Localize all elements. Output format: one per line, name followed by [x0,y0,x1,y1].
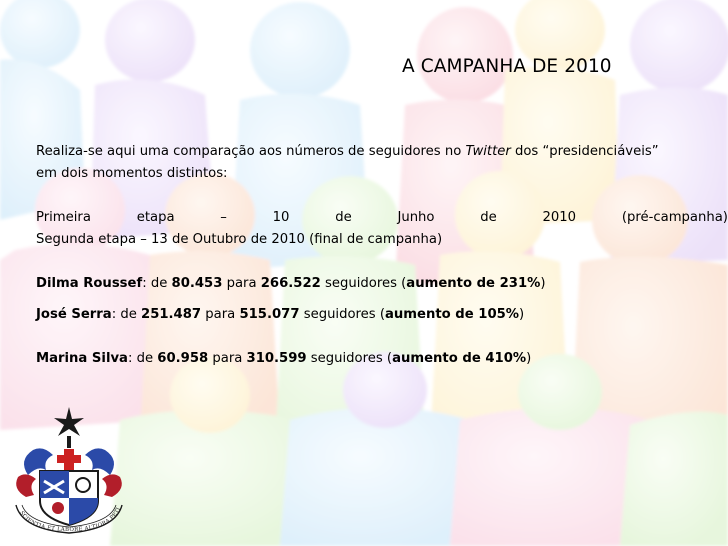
followers-after: 266.522 [260,276,321,291]
text-seguidores: seguidores ( [299,307,385,322]
candidate-line-serra: José Serra: de 251.487 para 515.077 segu… [36,304,728,326]
candidate-name: José Serra [36,307,112,322]
text-sep: : de [142,276,172,291]
stage-1-word: 10 [272,210,290,225]
stage-1-line: Primeira etapa – 10 de Junho de 2010 (pr… [36,207,728,229]
text-close: ) [519,307,525,322]
stage-1-word: de [480,210,497,225]
stage-1-word: – [220,210,227,225]
followers-before: 80.453 [171,276,223,291]
increase-percent: aumento de 105% [384,307,520,322]
stage-1-word: de [335,210,352,225]
candidate-line-marina: Marina Silva: de 60.958 para 310.599 seg… [36,348,728,370]
followers-before: 251.487 [141,307,202,322]
followers-before: 60.958 [157,351,209,366]
text-seguidores: seguidores ( [320,276,407,291]
stage-1-word: 2010 [542,210,577,225]
slide-title: A CAMPANHA DE 2010 [402,56,612,77]
text-para: para [222,276,261,291]
intro-text-before: Realiza-se aqui uma comparação aos númer… [36,144,466,159]
candidate-name: Marina Silva [36,351,128,366]
text-close: ) [540,276,546,291]
intro-twitter-italic: Twitter [465,144,511,159]
university-coat-of-arms-icon: SCIENTIA ET LABORE ALTIORA PETIMUS [8,405,123,534]
followers-after: 310.599 [246,351,307,366]
stage-2-line: Segunda etapa – 13 de Outubro de 2010 (f… [36,232,443,247]
text-para: para [201,307,240,322]
text-seguidores: seguidores ( [306,351,393,366]
followers-after: 515.077 [239,307,300,322]
candidate-name: Dilma Roussef [36,276,143,291]
intro-line-1: Realiza-se aqui uma comparação aos númer… [36,141,728,163]
candidate-line-dilma: Dilma Roussef: de 80.453 para 266.522 se… [36,273,728,295]
stage-1-word: Junho [397,210,435,225]
stage-1-word: (pré-campanha) [621,210,728,225]
stage-1-word: etapa [136,210,175,225]
increase-percent: aumento de 231% [406,276,541,291]
text-sep: : de [111,307,142,322]
text-close: ) [526,351,532,366]
increase-percent: aumento de 410% [392,351,527,366]
slide-body: Realiza-se aqui uma comparação aos númer… [36,141,728,370]
stage-1-word: Primeira [36,210,91,225]
intro-line-2: em dois momentos distintos: [36,166,228,181]
text-sep: : de [127,351,158,366]
text-para: para [208,351,247,366]
intro-text-after: dos “presidenciáveis” [510,144,659,159]
